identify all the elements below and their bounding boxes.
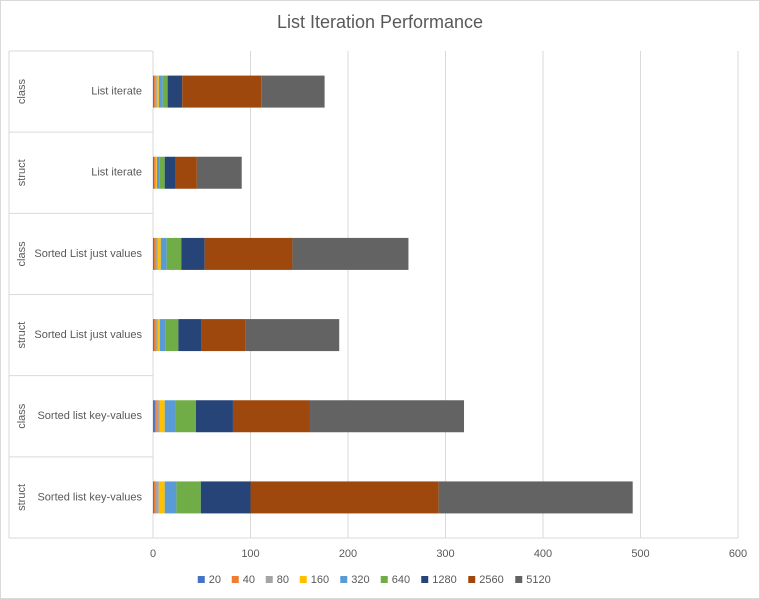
- bar-segment-320: [159, 319, 166, 352]
- legend-item-320: 320: [351, 574, 369, 586]
- bar-segment-20: [153, 319, 154, 352]
- bar-segment-1280: [200, 481, 251, 514]
- bar-segment-80: [155, 237, 158, 270]
- bar-segment-80: [155, 481, 159, 514]
- bar-segment-5120: [309, 400, 465, 433]
- bar-segment-160: [159, 400, 165, 433]
- bar-segment-80: [156, 400, 160, 433]
- bar-segment-1280: [178, 319, 202, 352]
- category-label: Sorted List just values: [34, 248, 142, 260]
- category-label: Sorted list key-values: [37, 410, 142, 422]
- bar-segment-320: [160, 237, 167, 270]
- bar-segment-20: [153, 75, 154, 108]
- bar-segment-20: [153, 237, 154, 270]
- bar-segment-320: [158, 75, 163, 108]
- bar-segment-2560: [250, 481, 439, 514]
- category-group-label: class: [16, 79, 28, 105]
- legend-swatch-1280: [421, 576, 429, 583]
- bar-segment-640: [165, 319, 179, 352]
- category-group-label: class: [16, 241, 28, 267]
- legend-swatch-5120: [515, 576, 523, 583]
- bar-segment-320: [164, 400, 176, 433]
- category-group-label: class: [16, 403, 28, 429]
- x-tick-label: 0: [150, 548, 156, 560]
- legend-item-160: 160: [311, 574, 329, 586]
- legend-swatch-80: [265, 576, 273, 583]
- legend-swatch-160: [299, 576, 307, 583]
- legend-item-2560: 2560: [479, 574, 503, 586]
- bar-segment-20: [153, 156, 154, 189]
- bar-segment-2560: [175, 156, 197, 189]
- bar-segment-1280: [164, 156, 176, 189]
- bar-segment-5120: [245, 319, 340, 352]
- bar-segment-320: [156, 156, 160, 189]
- bar-segment-2560: [232, 400, 310, 433]
- bar-segment-640: [162, 75, 168, 108]
- x-tick-label: 400: [534, 548, 552, 560]
- category-group-label: struct: [16, 484, 28, 511]
- bar-segment-40: [154, 400, 157, 433]
- legend-item-640: 640: [392, 574, 410, 586]
- chart-title: List Iteration Performance: [276, 12, 484, 32]
- bar-segment-40: [153, 319, 156, 352]
- bar-segment-5120: [196, 156, 242, 189]
- bar-segment-5120: [438, 481, 633, 514]
- legend-swatch-40: [231, 576, 239, 583]
- bar-segment-20: [153, 481, 154, 514]
- bar-segment-1280: [181, 237, 205, 270]
- x-tick-label: 100: [241, 548, 259, 560]
- bar-segment-40: [153, 237, 156, 270]
- bar-segment-320: [164, 481, 177, 514]
- bar-segment-5120: [292, 237, 409, 270]
- bar-segment-80: [154, 156, 156, 189]
- bar-segment-5120: [261, 75, 325, 108]
- bar-segment-1280: [195, 400, 233, 433]
- category-label: List iterate: [91, 85, 142, 97]
- bar-segment-160: [157, 319, 160, 352]
- bar-segment-160: [155, 156, 157, 189]
- bar-segment-640: [159, 156, 165, 189]
- bar-segment-40: [153, 156, 155, 189]
- bar-segment-160: [158, 481, 165, 514]
- bar-segment-2560: [201, 319, 246, 352]
- bar-segment-160: [157, 237, 161, 270]
- bar-segment-40: [153, 481, 156, 514]
- x-tick-label: 300: [436, 548, 454, 560]
- bar-segment-640: [175, 400, 196, 433]
- bar-segment-160: [156, 75, 159, 108]
- legend-item-1280: 1280: [432, 574, 456, 586]
- x-tick-label: 200: [339, 548, 357, 560]
- bar-segment-20: [153, 400, 155, 433]
- x-tick-label: 600: [729, 548, 747, 560]
- legend-swatch-320: [340, 576, 348, 583]
- legend-swatch-640: [380, 576, 388, 583]
- bar-segment-2560: [204, 237, 293, 270]
- category-label: List iterate: [91, 167, 142, 179]
- bar-segment-1280: [167, 75, 183, 108]
- legend-item-40: 40: [243, 574, 255, 586]
- bar-segment-80: [155, 319, 158, 352]
- bar-segment-640: [176, 481, 201, 514]
- legend-item-5120: 5120: [526, 574, 550, 586]
- bar-segment-80: [154, 75, 157, 108]
- legend-item-20: 20: [209, 574, 221, 586]
- category-label: Sorted list key-values: [37, 491, 142, 503]
- category-group-label: struct: [16, 159, 28, 186]
- category-group-label: struct: [16, 322, 28, 349]
- legend-swatch-20: [197, 576, 205, 583]
- bar-segment-40: [153, 75, 155, 108]
- bar-segment-640: [166, 237, 182, 270]
- legend-item-80: 80: [277, 574, 289, 586]
- bar-segment-2560: [182, 75, 262, 108]
- category-label: Sorted List just values: [34, 329, 142, 341]
- legend-swatch-2560: [468, 576, 476, 583]
- x-tick-label: 500: [631, 548, 649, 560]
